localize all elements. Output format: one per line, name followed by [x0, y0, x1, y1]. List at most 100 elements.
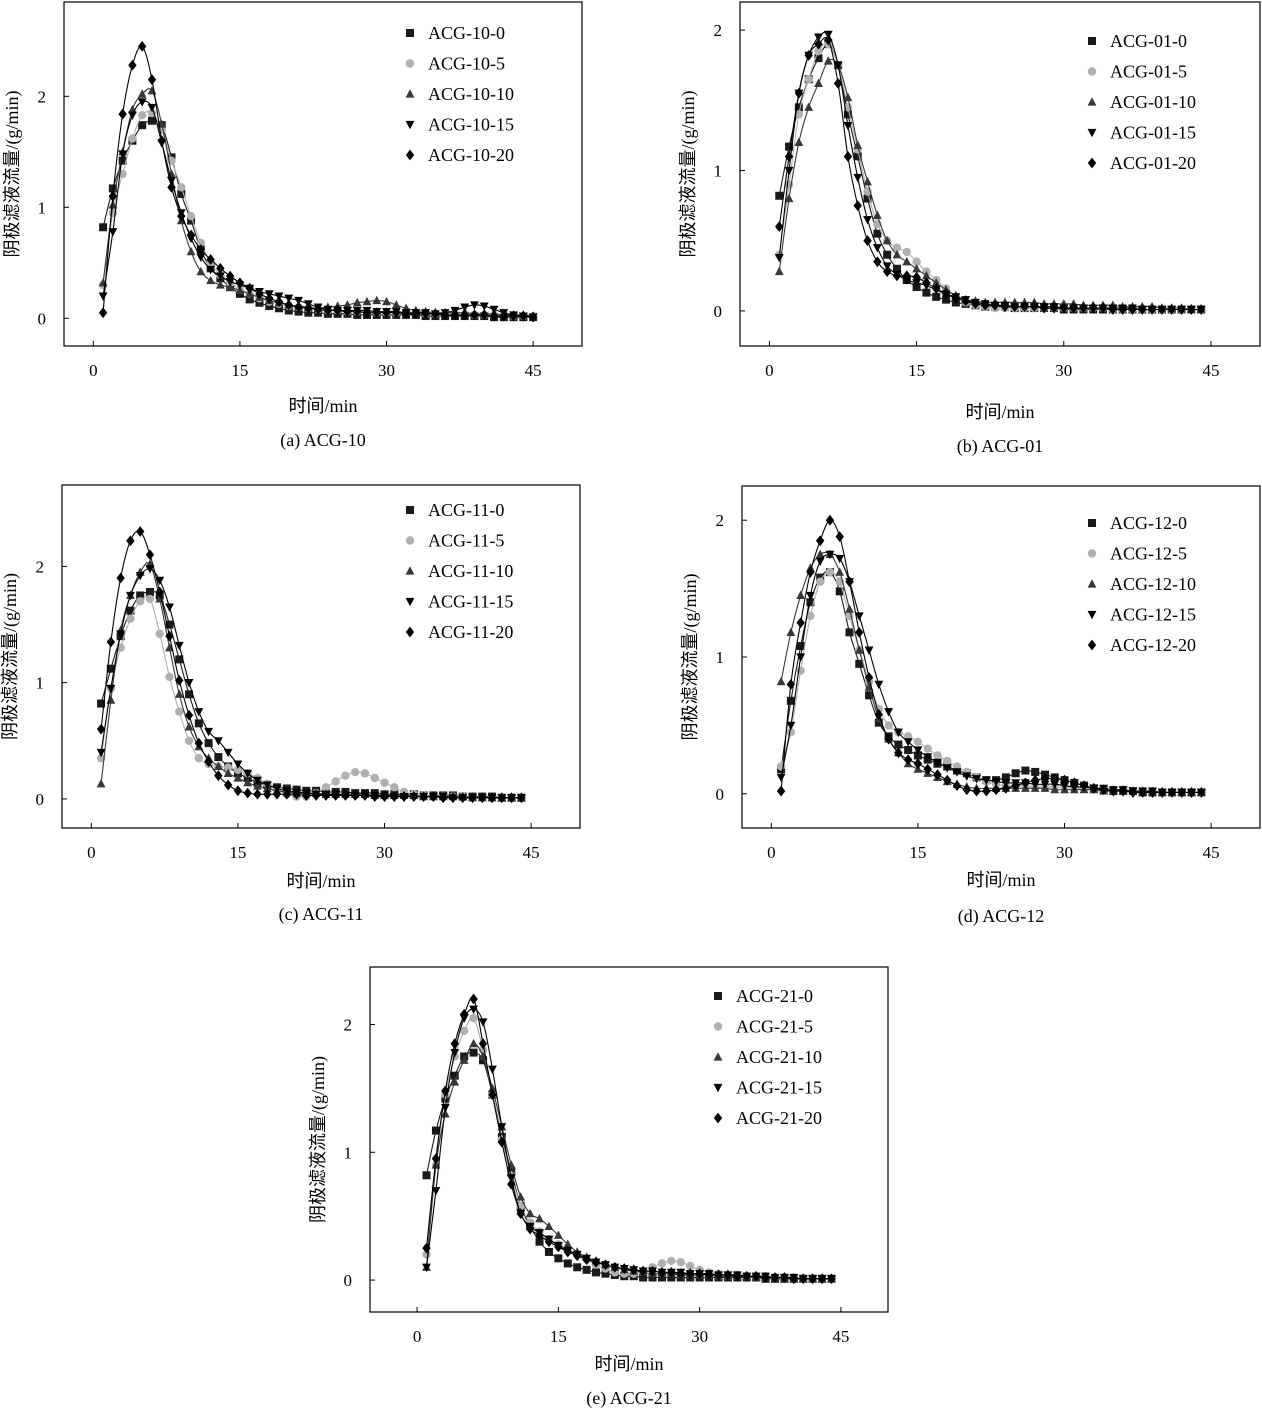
data-point [116, 572, 125, 584]
data-point [863, 216, 872, 225]
plot-frame [739, 1, 1261, 347]
data-point [941, 288, 951, 300]
legend-entry: ACG-12-15 [1087, 605, 1196, 625]
data-point [648, 1265, 657, 1277]
data-point [845, 576, 854, 588]
data-point [459, 1008, 469, 1020]
data-point [137, 89, 147, 98]
data-point [184, 709, 194, 721]
data-point [294, 301, 303, 313]
data-point [441, 1085, 450, 1097]
data-point [206, 254, 215, 265]
data-point [796, 590, 806, 600]
y-tick-label: 1 [36, 674, 45, 693]
legend-label: ACG-01-15 [1110, 123, 1196, 143]
data-point [667, 1266, 676, 1278]
legend-label: ACG-10-15 [428, 115, 514, 135]
data-point [155, 576, 165, 586]
data-point [902, 270, 911, 282]
legend-entry: ACG-12-0 [1088, 513, 1187, 533]
data-point [1118, 785, 1128, 797]
data-point [351, 790, 360, 801]
plot-frame [369, 966, 889, 1313]
data-point [1059, 302, 1068, 314]
data-point [216, 262, 225, 274]
legend-entry: ACG-21-0 [714, 986, 813, 1006]
data-point [194, 708, 204, 717]
legend-marker [406, 506, 414, 514]
data-point [243, 777, 253, 787]
data-point [380, 778, 389, 787]
series-ACG-12-20 [776, 514, 1206, 798]
y-tick-label: 2 [716, 511, 725, 530]
x-axis-label: 时间/min [966, 870, 1035, 890]
data-point [804, 102, 814, 111]
data-point [563, 1259, 572, 1268]
legend-entry: ACG-10-0 [406, 23, 505, 43]
data-point [686, 1261, 695, 1271]
legend-entry: ACG-12-5 [1087, 544, 1187, 564]
data-point [507, 792, 516, 804]
data-point [882, 266, 892, 277]
legend-label: ACG-11-5 [428, 531, 504, 551]
panel-caption: (d) ACG-12 [958, 906, 1045, 927]
data-point [922, 277, 931, 289]
data-point [942, 764, 952, 773]
data-point [135, 572, 145, 581]
data-point [223, 748, 233, 758]
legend-marker [405, 626, 415, 638]
legend-label: ACG-10-0 [428, 23, 505, 43]
data-point [370, 773, 379, 783]
data-point [96, 779, 106, 788]
data-point [657, 1259, 667, 1268]
data-point [380, 791, 389, 803]
data-point [215, 272, 225, 281]
legend-entry: ACG-21-15 [713, 1078, 822, 1098]
data-point [331, 790, 340, 801]
data-point [610, 1261, 620, 1273]
data-point [243, 787, 252, 799]
data-point [554, 1254, 563, 1263]
y-tick-label: 0 [716, 785, 725, 804]
data-point [422, 1171, 431, 1180]
data-point [391, 300, 401, 309]
data-point [157, 135, 166, 147]
legend-entry: ACG-01-10 [1087, 92, 1196, 112]
y-tick-label: 1 [714, 161, 723, 180]
data-point [488, 1083, 497, 1092]
data-point [815, 549, 825, 558]
data-point [563, 1246, 572, 1258]
data-point [519, 310, 528, 322]
data-point [902, 247, 911, 257]
chart-panel-3: 0 15 30 45 0 1 2 时间/min 阴极滤液流量/(g/min) (c) ACG-11… [0, 484, 581, 925]
data-point [591, 1256, 601, 1268]
legend-label: ACG-11-0 [428, 500, 504, 520]
data-point [742, 1270, 751, 1282]
data-point [817, 1273, 827, 1285]
data-point [137, 40, 147, 52]
legend-entry: ACG-12-10 [1087, 574, 1196, 594]
x-tick-label: 0 [87, 843, 96, 862]
legend-marker [1087, 549, 1097, 558]
data-point [450, 1038, 459, 1050]
data-point [480, 309, 489, 321]
data-point [1040, 780, 1050, 790]
data-point [843, 92, 853, 102]
legend-label: ACG-21-15 [736, 1078, 822, 1098]
data-point [487, 792, 497, 804]
data-point [1060, 774, 1069, 786]
data-point [194, 737, 204, 749]
legend-entry: ACG-21-10 [713, 1047, 822, 1067]
data-point [174, 689, 184, 698]
data-point [776, 785, 786, 797]
x-tick-label: 15 [229, 843, 246, 862]
data-point [431, 1187, 441, 1196]
data-point [390, 791, 399, 803]
data-point [1050, 784, 1060, 794]
panel-caption: (c) ACG-11 [279, 904, 364, 925]
data-point [883, 250, 892, 259]
data-point [843, 151, 853, 162]
data-point [206, 265, 216, 275]
plot-frame [61, 484, 581, 829]
data-point [582, 1254, 591, 1266]
